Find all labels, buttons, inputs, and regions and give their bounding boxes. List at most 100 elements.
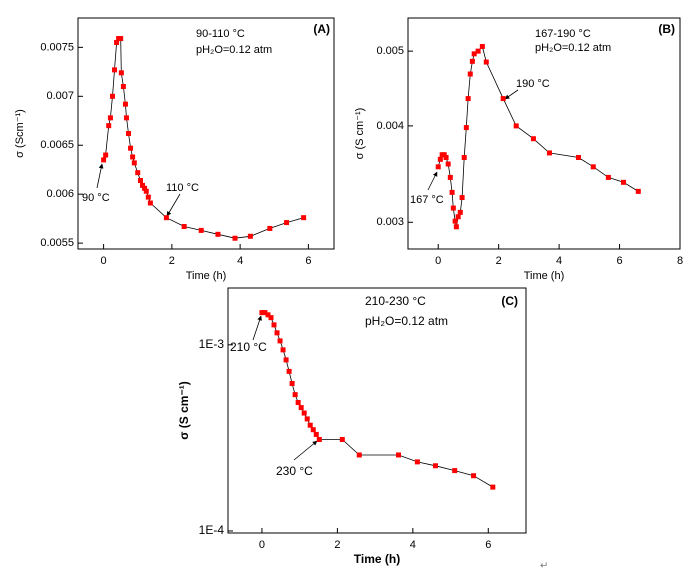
data-point xyxy=(232,235,238,241)
data-point xyxy=(435,164,441,170)
data-point xyxy=(284,220,290,226)
data-point xyxy=(467,71,473,77)
x-tick-label: 0 xyxy=(101,255,107,267)
data-point xyxy=(295,399,301,405)
arrow xyxy=(427,171,438,191)
data-point xyxy=(414,459,420,465)
data-point xyxy=(103,152,109,158)
data-point xyxy=(198,227,204,233)
x-tick-label: 2 xyxy=(496,255,502,267)
annotation: pH₂O=0.12 atm xyxy=(535,42,611,54)
y-tick-label: 0.006 xyxy=(46,188,74,200)
data-point xyxy=(590,164,596,170)
x-axis-label: Time (h) xyxy=(524,270,565,282)
data-point xyxy=(471,473,477,479)
data-point xyxy=(316,437,322,443)
data-point xyxy=(298,405,304,411)
data-point xyxy=(546,150,552,156)
data-point xyxy=(437,156,443,162)
panel-label: (B) xyxy=(658,22,675,36)
y-tick-label: 0.0055 xyxy=(40,237,74,249)
data-point xyxy=(447,174,453,180)
x-tick-label: 0 xyxy=(259,539,265,551)
annotation: 110 °C xyxy=(166,182,199,194)
data-point xyxy=(620,179,626,185)
annotation: 210-230 °C xyxy=(365,294,426,308)
annotation: 167-190 °C xyxy=(535,28,591,40)
x-tick-label: 6 xyxy=(616,255,622,267)
data-point xyxy=(452,468,458,474)
annotation: 210 °C xyxy=(230,340,267,354)
panel-label: (C) xyxy=(501,294,518,308)
data-point xyxy=(479,43,485,49)
data-point xyxy=(490,484,496,490)
arrow xyxy=(293,440,318,461)
data-point xyxy=(635,188,641,194)
data-point xyxy=(118,70,124,76)
y-axis-label: σ (Scm⁻¹) xyxy=(14,109,26,158)
data-point xyxy=(453,224,459,230)
data-point xyxy=(101,157,107,163)
data-point xyxy=(112,67,118,73)
data-point xyxy=(449,189,455,195)
annotation: 190 °C xyxy=(516,78,550,90)
y-tick-label: 0.003 xyxy=(376,216,404,228)
arrow xyxy=(252,315,262,341)
y-tick-label: 0.005 xyxy=(376,45,404,57)
data-point xyxy=(605,174,611,180)
data-point xyxy=(465,96,471,102)
data-point xyxy=(268,315,274,321)
y-axis-label: σ (S cm⁻¹) xyxy=(177,381,191,440)
data-point xyxy=(277,338,283,344)
x-tick-label: 6 xyxy=(305,255,311,267)
data-point xyxy=(259,310,265,316)
data-point xyxy=(575,154,581,160)
return-mark: ↵ xyxy=(540,561,548,571)
data-point xyxy=(445,161,451,167)
data-point xyxy=(471,51,477,57)
annotation: 167 °C xyxy=(410,194,444,206)
arrow xyxy=(504,89,519,100)
x-tick-label: 4 xyxy=(556,255,562,267)
data-point xyxy=(304,416,310,422)
data-point xyxy=(307,422,313,428)
data-point xyxy=(339,437,345,443)
data-point xyxy=(441,152,447,158)
y-tick-label: 0.004 xyxy=(376,120,404,132)
data-point xyxy=(271,322,277,328)
data-line xyxy=(103,38,304,239)
data-point xyxy=(123,115,129,121)
data-point xyxy=(280,347,286,353)
data-point xyxy=(483,59,489,65)
data-point xyxy=(135,170,141,176)
plot-frame xyxy=(77,17,335,250)
x-tick-label: 0 xyxy=(435,255,441,267)
data-point xyxy=(137,177,143,183)
data-point xyxy=(215,231,221,237)
data-point xyxy=(262,310,268,316)
data-point xyxy=(286,368,292,374)
data-point xyxy=(128,145,134,151)
annotation: pH₂O=0.12 atm xyxy=(196,44,272,56)
data-point xyxy=(530,136,536,142)
x-tick-label: 6 xyxy=(485,539,491,551)
data-point xyxy=(107,115,113,121)
data-point xyxy=(450,205,456,211)
data-point xyxy=(455,214,461,220)
y-tick-label: 1E-4 xyxy=(199,523,225,537)
annotation: 90 °C xyxy=(82,192,110,204)
y-axis-label: σ (S cm⁻¹) xyxy=(354,108,366,160)
arrow xyxy=(166,193,181,217)
data-point xyxy=(142,185,148,191)
arrow xyxy=(96,163,104,189)
data-point xyxy=(292,392,298,398)
data-point xyxy=(289,380,295,386)
plot-frame xyxy=(227,287,527,534)
annotation: 230 °C xyxy=(276,464,313,478)
data-point xyxy=(475,48,481,54)
data-point xyxy=(114,39,120,45)
x-tick-label: 8 xyxy=(677,255,683,267)
data-point xyxy=(122,101,128,107)
panel-label: (A) xyxy=(313,22,330,36)
data-point xyxy=(457,209,463,215)
